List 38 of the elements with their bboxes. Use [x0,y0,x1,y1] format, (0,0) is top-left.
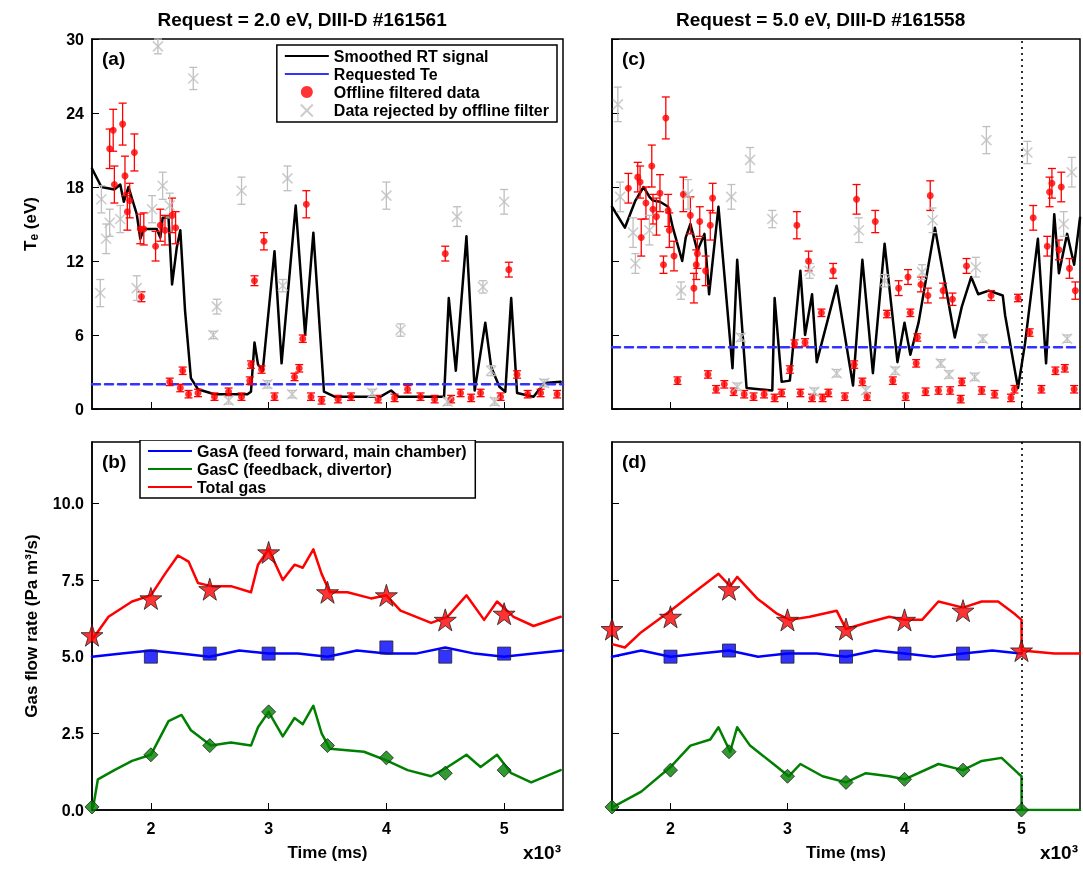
chart-title: Request = 5.0 eV, DIII-D #161558 [676,9,966,30]
y-axis-title: Te (eV) [20,197,41,251]
legend-label: GasA (feed forward, main chamber) [197,442,467,460]
x-axis-title: Time (ms) [287,843,368,862]
y-tick-label: 6 [75,326,85,344]
x-tick-label: 5 [1017,819,1027,837]
x-tick-label: 5 [499,819,509,837]
x-axis-title: Time (ms) [806,843,886,862]
y-tick-label: 24 [66,104,85,122]
legend-label: Data rejected by offline filter [333,102,550,119]
y-tick-label: 12 [66,252,85,270]
annotation: (b) [102,451,127,472]
legend-label: Smoothed RT signal [333,47,489,65]
chart-title: Request = 2.0 eV, DIII-D #161561 [157,9,448,30]
legend-label: Offline filtered data [333,83,480,101]
y-tick-label: 0 [75,400,85,418]
y-tick-label: 5.0 [61,648,85,666]
legend-label: Total gas [197,478,267,496]
x-tick-label: 4 [900,819,910,837]
y-axis-title: Gas flow rate (Pa m³/s) [22,534,41,718]
x-tick-label: 2 [146,819,156,837]
y-tick-label: 10.0 [52,494,85,512]
y-tick-label: 7.5 [61,571,85,589]
annotation: (a) [102,48,126,69]
text: x10³ [1039,842,1078,863]
y-tick-label: 2.5 [61,724,85,742]
y-tick-label: 0.0 [61,801,85,819]
y-tick-label: 18 [66,178,85,196]
x-tick-label: 3 [783,819,793,837]
x-tick-label: 3 [264,819,274,837]
x-tick-label: 2 [666,819,676,837]
text: x10³ [522,842,561,863]
annotation: (d) [622,451,647,472]
x-tick-label: 4 [381,819,391,837]
legend-label: Requested Te [333,65,438,83]
legend-label: GasC (feedback, divertor) [197,460,392,478]
y-tick-label: 30 [66,30,85,48]
annotation: (c) [622,48,646,69]
